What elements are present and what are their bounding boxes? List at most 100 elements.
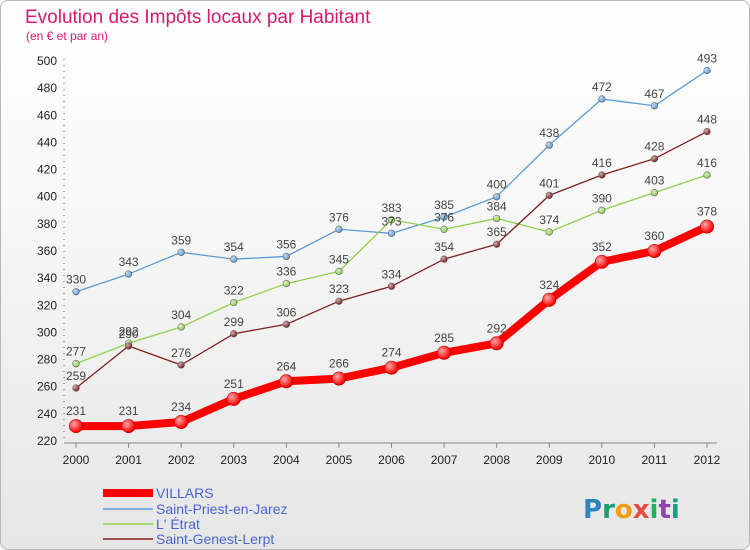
point-highlight [72, 384, 80, 392]
y-tick-label-260: 260 [37, 380, 57, 394]
point-highlight [125, 270, 132, 278]
point-highlight [283, 280, 290, 287]
data-label: 360 [644, 229, 664, 243]
x-tick-label-2009: 2009 [536, 453, 563, 467]
data-label: 277 [66, 345, 86, 359]
data-label: 356 [276, 237, 296, 251]
data-label: 231 [119, 404, 139, 418]
point-highlight [388, 216, 395, 224]
data-label: 334 [381, 267, 401, 281]
y-tick-label-220: 220 [37, 434, 57, 448]
data-label: 266 [329, 357, 349, 371]
series-group [69, 66, 714, 434]
data-label: 472 [592, 80, 612, 94]
x-axis-ticks: 2000 2001 2002 2003 2004 2005 2006 2007 2008 2009… [63, 443, 721, 467]
legend-label-1: Saint-Priest-en-Jarez [156, 501, 288, 517]
point-highlight [647, 244, 661, 258]
y-tick-label-480: 480 [37, 81, 57, 95]
point-highlight [651, 102, 658, 110]
point-highlight [283, 253, 290, 260]
point-highlight [651, 155, 658, 163]
point-highlight [545, 228, 553, 236]
data-label: 378 [697, 205, 717, 219]
x-tick-label-2006: 2006 [378, 453, 405, 467]
y-tick-label-440: 440 [37, 135, 57, 149]
point-highlight [125, 342, 132, 350]
x-tick-label-2003: 2003 [220, 453, 247, 467]
data-label: 276 [171, 346, 191, 360]
data-label: 385 [434, 198, 454, 212]
data-label: 292 [119, 324, 139, 338]
point-highlight [703, 171, 711, 179]
data-label: 251 [224, 377, 244, 391]
y-tick-label-460: 460 [37, 108, 57, 122]
data-label: 345 [329, 252, 349, 266]
x-tick-label-2008: 2008 [483, 453, 510, 467]
y-tick-label-320: 320 [37, 298, 57, 312]
point-highlight [122, 419, 136, 433]
chart-subtitle: (en € et par an) [26, 29, 108, 43]
data-label: 428 [644, 140, 664, 154]
data-label: 493 [697, 52, 717, 66]
data-label: 400 [487, 178, 507, 192]
point-highlight [177, 249, 185, 256]
point-highlight [651, 189, 658, 196]
point-highlight [72, 360, 80, 367]
data-label: 416 [592, 156, 612, 170]
data-label: 376 [329, 210, 349, 224]
data-label: 324 [539, 278, 559, 292]
data-label: 323 [329, 282, 349, 296]
data-label: 354 [224, 240, 244, 254]
data-label: 383 [381, 201, 401, 215]
point-highlight [598, 95, 606, 103]
point-highlight [335, 268, 343, 275]
point-highlight [703, 67, 711, 74]
data-label: 416 [697, 156, 717, 170]
legend-label-3: Saint-Genest-Lerpt [156, 531, 274, 547]
point-highlight [493, 240, 500, 248]
point-highlight [332, 372, 346, 386]
data-label: 373 [381, 214, 401, 228]
data-label: 292 [487, 321, 507, 335]
point-highlight [493, 215, 500, 222]
y-axis-ticks: 220 240 260 280 300 320 340 360 380 400 420 440 460 4… [37, 54, 57, 448]
point-highlight [490, 336, 504, 350]
point-highlight [437, 346, 451, 360]
data-label: 384 [487, 199, 507, 213]
point-highlight [703, 128, 711, 135]
data-label: 304 [171, 308, 191, 322]
data-label: 390 [592, 191, 612, 205]
data-label: 354 [434, 240, 454, 254]
data-label: 343 [119, 255, 139, 269]
data-label: 299 [224, 315, 244, 329]
x-tick-label-2011: 2011 [642, 453, 668, 467]
point-highlight [230, 330, 238, 338]
data-label: 374 [539, 213, 559, 227]
data-label: 401 [539, 176, 559, 190]
data-label: 330 [66, 273, 86, 287]
point-highlight [440, 255, 448, 263]
point-highlight [493, 193, 500, 201]
y-tick-label-240: 240 [37, 407, 57, 421]
point-highlight [177, 323, 185, 331]
point-highlight [545, 192, 553, 199]
data-label: 274 [381, 346, 401, 360]
point-highlight [72, 288, 80, 296]
data-label: 376 [434, 210, 454, 224]
data-label: 467 [644, 87, 664, 101]
x-tick-label-2007: 2007 [431, 453, 458, 467]
x-tick-label-2005: 2005 [326, 453, 353, 467]
legend-label-2: L' Étrat [156, 516, 200, 532]
chart-title: Evolution des Impôts locaux par Habitant [25, 7, 371, 28]
data-label: 365 [487, 225, 507, 239]
point-highlight [385, 361, 398, 375]
point-highlight [440, 213, 448, 221]
point-highlight [598, 206, 606, 214]
data-label: 403 [644, 174, 664, 188]
x-tick-label-2010: 2010 [588, 453, 615, 467]
point-highlight [388, 230, 395, 237]
data-label: 306 [276, 305, 296, 319]
